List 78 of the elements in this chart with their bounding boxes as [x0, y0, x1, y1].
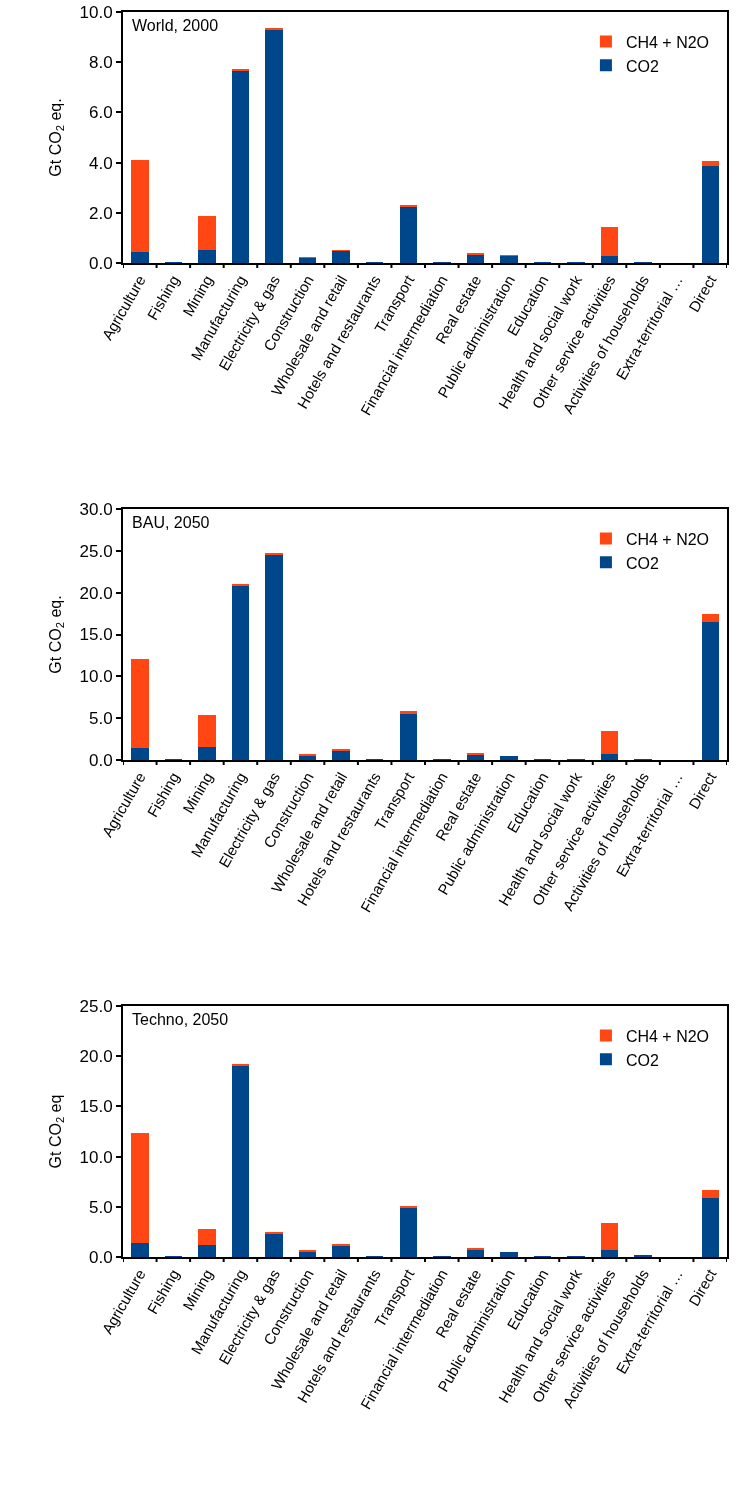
y-tick-label: 2.0 — [88, 203, 113, 223]
bar — [198, 249, 216, 263]
y-tick-label: 25.0 — [79, 996, 113, 1016]
y-tick-label: 8.0 — [88, 53, 113, 73]
legend-label: CO2 — [625, 57, 659, 75]
bar — [500, 1251, 518, 1257]
bar — [332, 250, 350, 263]
bar — [265, 1233, 283, 1257]
bar — [634, 1254, 652, 1257]
bar — [198, 747, 216, 760]
bar — [198, 1244, 216, 1257]
bar — [131, 160, 149, 252]
bar — [298, 755, 317, 760]
y-tick-label: 15.0 — [79, 625, 113, 645]
y-tick-label: 25.0 — [79, 541, 113, 561]
bar — [131, 658, 149, 749]
legend-label: CH4 + N2O — [625, 530, 710, 548]
bar — [600, 1222, 619, 1250]
y-tick-label: 5.0 — [88, 709, 113, 729]
bar — [600, 730, 619, 755]
chart-title: Techno, 2050 — [132, 1010, 229, 1028]
y-tick-label: 10.0 — [79, 2, 113, 22]
bar — [131, 251, 149, 263]
bar — [701, 614, 719, 622]
bar — [298, 1251, 317, 1257]
y-tick-label: 10.0 — [79, 667, 113, 687]
y-tick-label: 30.0 — [79, 499, 113, 519]
y-tick-label: 0.0 — [88, 1247, 113, 1267]
bar — [701, 165, 719, 263]
bar — [231, 585, 250, 760]
bar — [399, 713, 417, 760]
y-tick-label: 5.0 — [88, 1197, 113, 1217]
bar — [600, 1249, 619, 1257]
bar — [332, 1245, 350, 1257]
bar — [332, 750, 350, 760]
bar — [466, 1249, 485, 1257]
bar — [131, 1132, 149, 1243]
bar — [399, 1205, 417, 1208]
bar — [265, 29, 283, 263]
y-tick-label: 20.0 — [79, 1047, 113, 1067]
bar — [600, 754, 619, 760]
bar — [298, 257, 317, 263]
bar — [265, 554, 283, 760]
y-tick-label: 20.0 — [79, 583, 113, 603]
y-tick-label: 6.0 — [88, 103, 113, 123]
bar — [701, 621, 719, 760]
bar — [500, 255, 518, 263]
legend-label: CO2 — [625, 554, 659, 572]
bar — [701, 1197, 719, 1257]
bar — [600, 227, 619, 256]
chart-title: World, 2000 — [132, 16, 219, 34]
y-tick-label: 15.0 — [79, 1097, 113, 1117]
bar — [701, 1189, 719, 1198]
bar — [265, 1231, 283, 1234]
bar — [701, 160, 719, 166]
bar — [265, 27, 283, 30]
bar — [399, 1207, 417, 1257]
bar — [198, 714, 216, 748]
y-tick-label: 10.0 — [79, 1147, 113, 1167]
bar — [131, 748, 149, 760]
legend-label: CH4 + N2O — [625, 33, 710, 51]
bar — [198, 216, 216, 250]
legend-label: CO2 — [625, 1051, 659, 1069]
bar — [399, 711, 417, 714]
bar — [600, 255, 619, 263]
y-tick-label: 0.0 — [88, 253, 113, 273]
bar — [231, 70, 250, 263]
bar — [231, 1064, 250, 1067]
y-tick-label: 4.0 — [88, 153, 113, 173]
bar — [500, 755, 518, 760]
legend-label: CH4 + N2O — [625, 1027, 710, 1045]
chart-title: BAU, 2050 — [132, 513, 210, 531]
bar — [198, 1228, 216, 1245]
bar — [231, 68, 250, 71]
bar — [131, 1242, 149, 1257]
bar — [231, 1066, 250, 1257]
y-tick-label: 0.0 — [88, 750, 113, 770]
bar — [399, 206, 417, 263]
